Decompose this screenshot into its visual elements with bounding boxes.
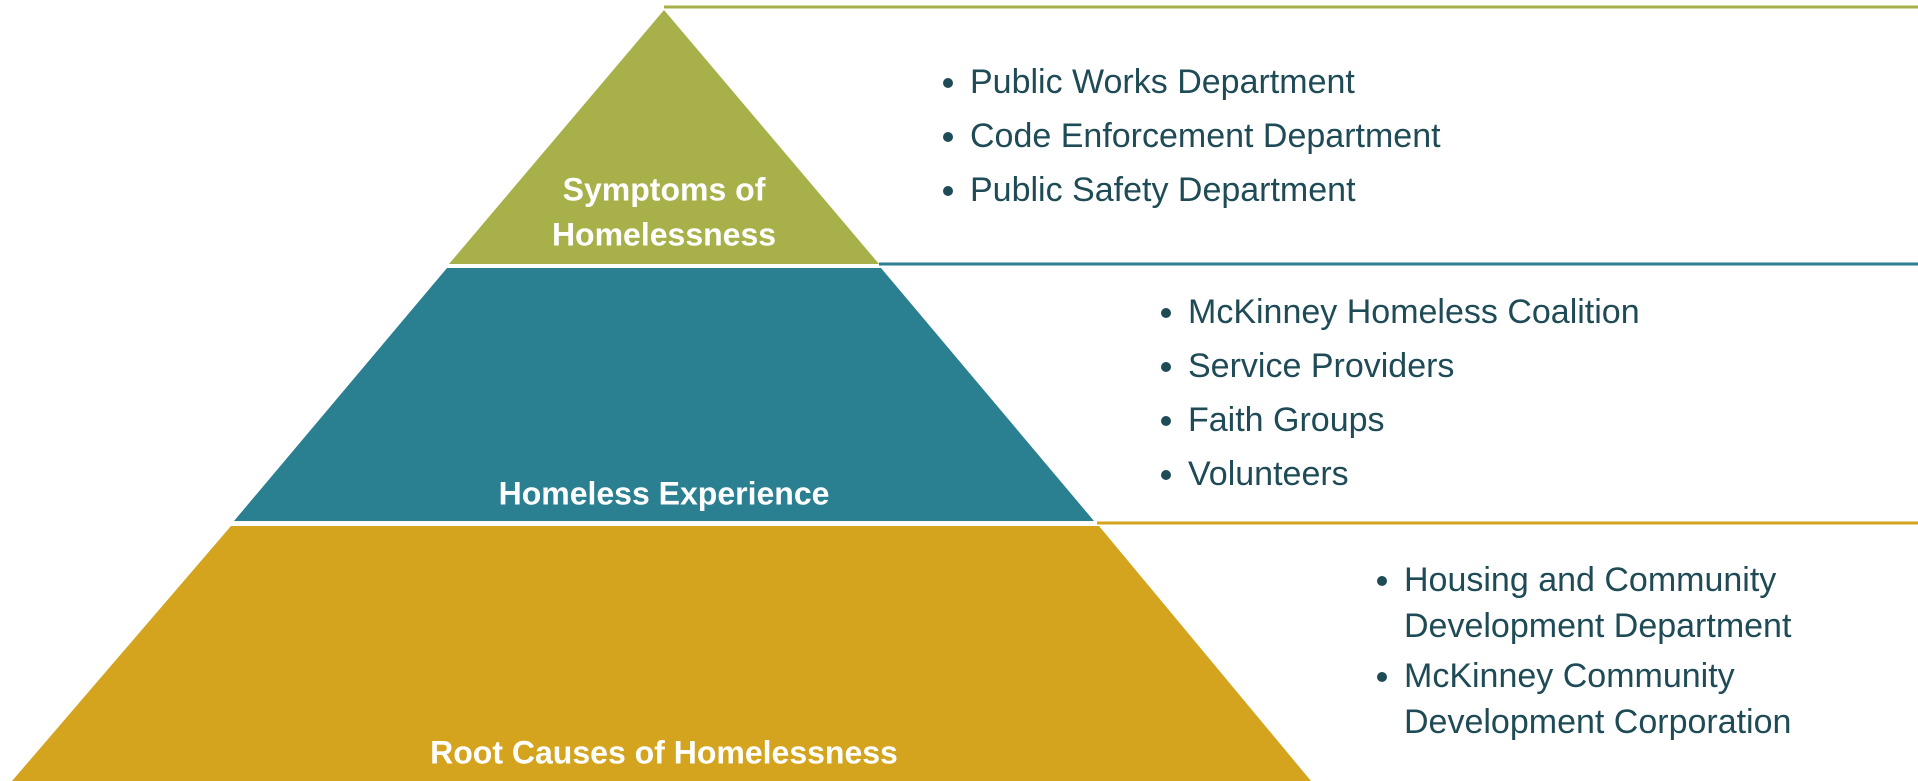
list-item: Public Works Department [970, 55, 1441, 109]
list-item: McKinney Community Development Corporati… [1404, 653, 1884, 745]
list-item: McKinney Homeless Coalition [1188, 285, 1640, 339]
tier-shape [12, 526, 1311, 781]
tier-label: Symptoms of [563, 171, 766, 207]
list-item: Housing and Community Development Depart… [1404, 557, 1884, 649]
tier-shape [449, 10, 879, 264]
tier-label: Homeless Experience [499, 475, 830, 511]
bullet-list: Housing and Community Development Depart… [1374, 557, 1884, 749]
bullet-list: McKinney Homeless Coalition Service Prov… [1158, 285, 1640, 501]
list-item: Public Safety Department [970, 163, 1441, 217]
list-item: Faith Groups [1188, 393, 1640, 447]
list-item: Service Providers [1188, 339, 1640, 393]
tier-label: Homelessness [552, 216, 776, 252]
bullet-list: Public Works Department Code Enforcement… [940, 55, 1441, 217]
tier-label: Root Causes of Homelessness [430, 734, 898, 770]
list-item: Code Enforcement Department [970, 109, 1441, 163]
list-item: Volunteers [1188, 447, 1640, 501]
tier-shape [234, 268, 1094, 521]
